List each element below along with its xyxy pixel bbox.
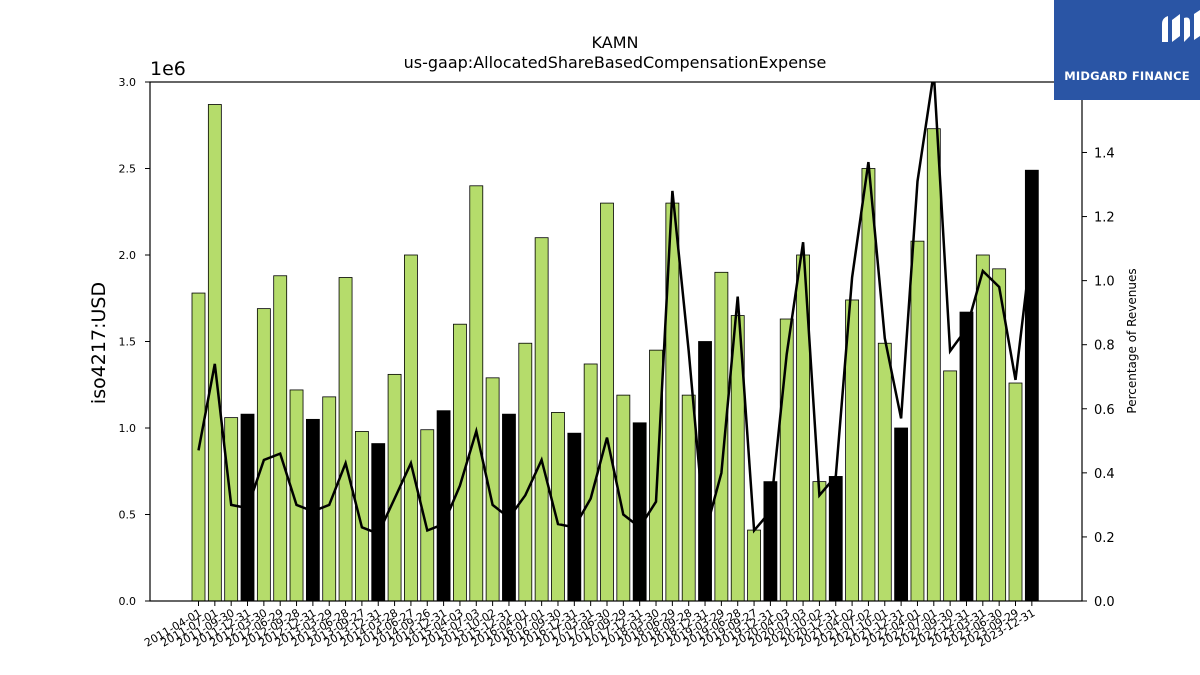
y-offset-label: 1e6	[150, 58, 186, 80]
y2-tick-label: 0.2	[1094, 531, 1115, 546]
y2-tick-label: 0.0	[1094, 595, 1115, 610]
bar	[681, 394, 696, 602]
chart-title: KAMN	[592, 33, 639, 52]
y-tick-label: 1.0	[119, 422, 137, 435]
bar	[926, 128, 941, 602]
y2-tick-label: 1.4	[1094, 146, 1115, 161]
logo-text: MIDGARD FINANCE	[1064, 69, 1190, 83]
bar	[273, 275, 288, 602]
bar-group	[191, 104, 1039, 602]
bar	[322, 396, 337, 602]
bar	[632, 422, 647, 602]
chart-subtitle: us-gaap:AllocatedShareBasedCompensationE…	[404, 53, 827, 72]
y2-tick-label: 0.4	[1094, 467, 1115, 482]
bar	[224, 417, 239, 602]
y-tick-label: 0.5	[119, 509, 137, 522]
bar	[975, 254, 990, 602]
bar	[338, 277, 353, 602]
bar	[534, 237, 549, 602]
y2-tick-label: 0.6	[1094, 403, 1115, 418]
bar	[943, 370, 958, 602]
bar	[894, 427, 909, 602]
bar	[354, 431, 369, 602]
y2-tick-label: 0.8	[1094, 339, 1115, 354]
y2-tick-label: 1.0	[1094, 275, 1115, 290]
bar	[469, 185, 484, 602]
bar	[404, 254, 418, 602]
y-tick-label: 2.5	[119, 163, 137, 176]
bar	[861, 168, 876, 602]
bar	[747, 529, 761, 602]
bar	[1024, 169, 1039, 602]
y-axis-label: iso4217:USD	[88, 282, 110, 404]
line-group	[197, 82, 1034, 536]
y-tick-label: 0.0	[119, 595, 137, 608]
y-tick-label: 2.0	[119, 249, 137, 262]
bar	[1008, 382, 1023, 602]
bar	[959, 311, 974, 602]
bar	[453, 323, 467, 602]
bar	[207, 104, 222, 602]
bar	[256, 308, 271, 602]
y2-axis-label: Percentage of Revenues	[1125, 268, 1139, 413]
bar	[289, 389, 304, 602]
series-line	[197, 82, 1034, 536]
y2-tick-label: 1.2	[1094, 211, 1115, 226]
y-tick-label: 3.0	[119, 76, 137, 89]
bar	[436, 410, 451, 602]
bar	[812, 481, 827, 602]
axes-group: 0.0 0.5 1.0 1.5 2.0 2.5 3.0 0.0 0.2 0.4 0.6 0.8 1.0 1…	[119, 76, 1115, 650]
bar	[828, 476, 843, 602]
bar	[877, 342, 892, 602]
bar	[600, 202, 614, 602]
y-tick-label: 1.5	[119, 336, 137, 349]
bar	[518, 342, 533, 602]
bar	[502, 413, 516, 602]
bar	[649, 349, 663, 602]
company-logo: MIDGARD FINANCE	[1054, 0, 1200, 100]
logo-mark-icon	[1162, 10, 1200, 42]
bar	[910, 240, 925, 602]
